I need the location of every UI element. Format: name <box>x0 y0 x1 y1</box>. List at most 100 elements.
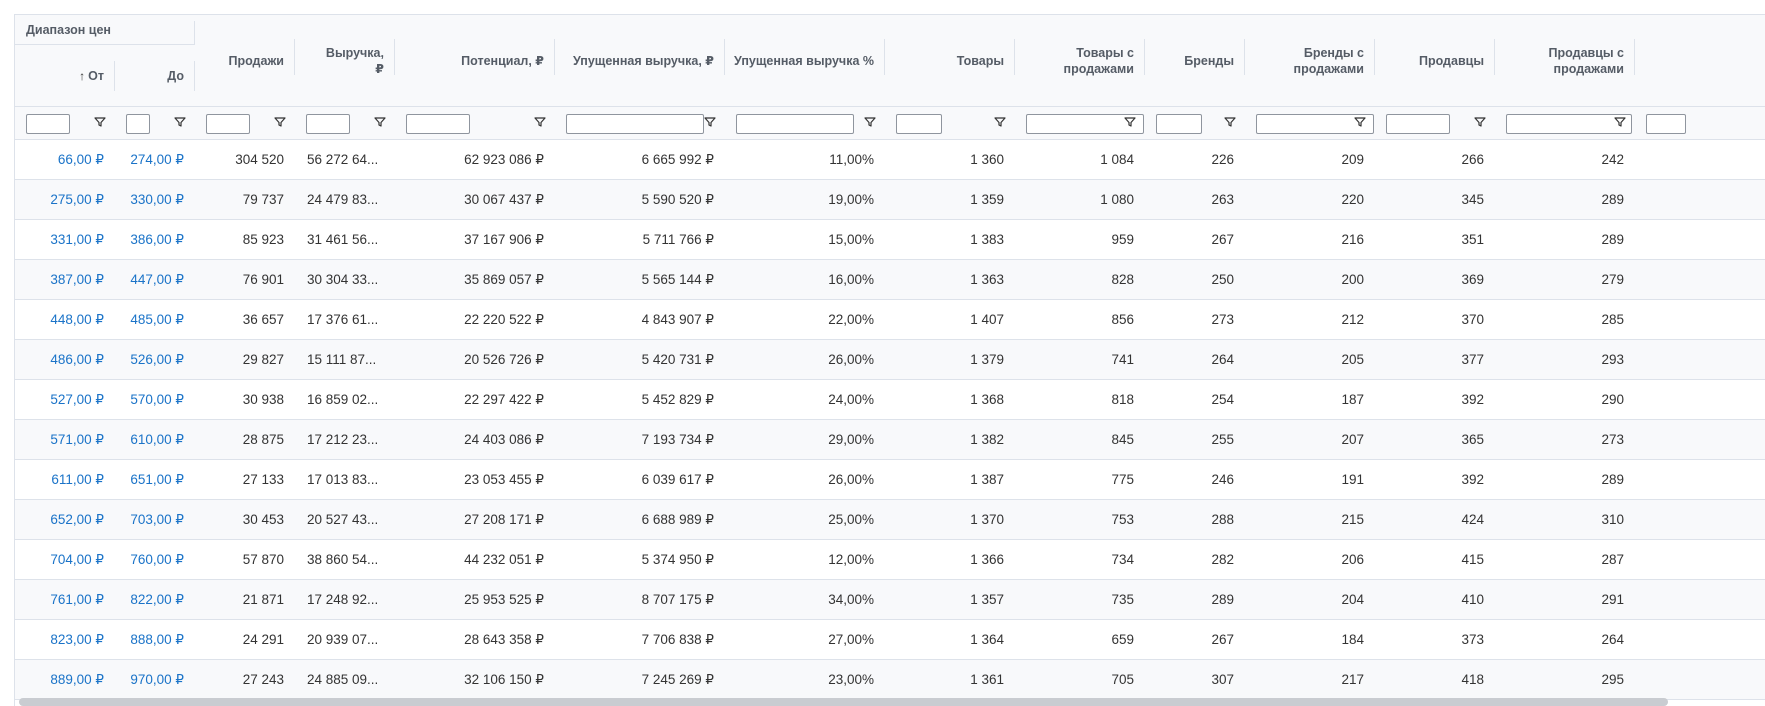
cell-from[interactable]: 66,00 ₽ <box>57 151 104 167</box>
cell-to[interactable]: 386,00 ₽ <box>130 231 184 247</box>
column-header-lost-revenue-percent[interactable]: Упущенная выручка % <box>725 15 885 107</box>
filter-funnel-icon[interactable] <box>1223 115 1237 129</box>
cell-to[interactable]: 610,00 ₽ <box>130 431 184 447</box>
cell-from[interactable]: 387,00 ₽ <box>50 271 104 287</box>
cell-to[interactable]: 447,00 ₽ <box>130 271 184 287</box>
cell-lost-revenue-percent: 15,00% <box>828 232 874 247</box>
cell-from[interactable]: 486,00 ₽ <box>50 351 104 367</box>
column-header-sellers-with-sales[interactable]: Продавцы с продажами <box>1495 15 1635 107</box>
group-header-label: Диапазон цен <box>26 22 111 37</box>
cell-to[interactable]: 570,00 ₽ <box>130 391 184 407</box>
table-row[interactable]: 448,00 ₽ 485,00 ₽ 36 657 17 376 61... 22 220… <box>15 300 1765 340</box>
cell-from[interactable]: 889,00 ₽ <box>50 671 104 687</box>
cell-lost-revenue-percent: 23,00% <box>828 672 874 687</box>
column-filter-input[interactable] <box>566 113 704 134</box>
column-header-sellers[interactable]: Продавцы <box>1375 15 1495 107</box>
cell-from[interactable]: 527,00 ₽ <box>50 391 104 407</box>
table-row[interactable]: 823,00 ₽ 888,00 ₽ 24 291 20 939 07... 28 643… <box>15 620 1765 660</box>
filter-funnel-icon[interactable] <box>1353 115 1367 129</box>
cell-sales: 30 453 <box>242 512 284 527</box>
column-filter-input[interactable] <box>896 113 942 134</box>
cell-sellers: 369 <box>1461 272 1484 287</box>
column-filter-input[interactable] <box>1156 113 1202 134</box>
cell-products-with-sales: 775 <box>1111 472 1134 487</box>
cell-sellers: 365 <box>1461 432 1484 447</box>
column-filter-input[interactable] <box>26 113 70 134</box>
filter-funnel-icon[interactable] <box>93 115 107 129</box>
column-header-lost-revenue[interactable]: Упущенная выручка, ₽ <box>555 15 725 107</box>
table-row[interactable]: 527,00 ₽ 570,00 ₽ 30 938 16 859 02... 22 297… <box>15 380 1765 420</box>
column-filter-input[interactable] <box>126 113 150 134</box>
filter-funnel-icon[interactable] <box>993 115 1007 129</box>
table-row[interactable]: 761,00 ₽ 822,00 ₽ 21 871 17 248 92... 25 953… <box>15 580 1765 620</box>
filter-funnel-icon[interactable] <box>863 115 877 129</box>
cell-potential: 25 953 525 ₽ <box>464 591 544 607</box>
table-row[interactable]: 486,00 ₽ 526,00 ₽ 29 827 15 111 87... 20 526… <box>15 340 1765 380</box>
cell-brands-with-sales: 184 <box>1341 632 1364 647</box>
table-row[interactable]: 889,00 ₽ 970,00 ₽ 27 243 24 885 09... 32 106… <box>15 660 1765 700</box>
cell-lost-revenue-percent: 22,00% <box>828 312 874 327</box>
table-row[interactable]: 66,00 ₽ 274,00 ₽ 304 520 56 272 64... 62 923… <box>15 140 1765 180</box>
column-header-products-with-sales[interactable]: Товары с продажами <box>1015 15 1145 107</box>
table-row[interactable]: 704,00 ₽ 760,00 ₽ 57 870 38 860 54... 44 232… <box>15 540 1765 580</box>
cell-to[interactable]: 485,00 ₽ <box>130 311 184 327</box>
cell-to[interactable]: 330,00 ₽ <box>130 191 184 207</box>
cell-from[interactable]: 331,00 ₽ <box>50 231 104 247</box>
column-filter-input[interactable] <box>1026 113 1144 134</box>
cell-sellers: 370 <box>1461 312 1484 327</box>
filter-funnel-icon[interactable] <box>173 115 187 129</box>
column-header-brands[interactable]: Бренды <box>1145 15 1245 107</box>
column-header-brands-with-sales[interactable]: Бренды с продажами <box>1245 15 1375 107</box>
cell-from[interactable]: 704,00 ₽ <box>50 551 104 567</box>
column-filter-input[interactable] <box>406 113 470 134</box>
table-row[interactable]: 611,00 ₽ 651,00 ₽ 27 133 17 013 83... 23 053… <box>15 460 1765 500</box>
table-row[interactable]: 275,00 ₽ 330,00 ₽ 79 737 24 479 83... 30 067… <box>15 180 1765 220</box>
cell-from[interactable]: 652,00 ₽ <box>50 511 104 527</box>
cell-brands-with-sales: 207 <box>1341 432 1364 447</box>
cell-to[interactable]: 703,00 ₽ <box>130 511 184 527</box>
horizontal-scrollbar[interactable] <box>19 698 1668 706</box>
table-row[interactable]: 387,00 ₽ 447,00 ₽ 76 901 30 304 33... 35 869… <box>15 260 1765 300</box>
cell-to[interactable]: 760,00 ₽ <box>130 551 184 567</box>
table-row[interactable]: 331,00 ₽ 386,00 ₽ 85 923 31 461 56... 37 167… <box>15 220 1765 260</box>
cell-from[interactable]: 275,00 ₽ <box>50 191 104 207</box>
column-filter-input[interactable] <box>306 113 350 134</box>
filter-funnel-icon[interactable] <box>703 115 717 129</box>
column-filter-input[interactable] <box>206 113 250 134</box>
cell-from[interactable]: 761,00 ₽ <box>50 591 104 607</box>
cell-sellers-with-sales: 289 <box>1601 192 1624 207</box>
cell-from[interactable]: 571,00 ₽ <box>50 431 104 447</box>
cell-from[interactable]: 823,00 ₽ <box>50 631 104 647</box>
filter-funnel-icon[interactable] <box>1613 115 1627 129</box>
column-header-from[interactable]: ↑ От <box>15 45 115 107</box>
cell-products-with-sales: 1 080 <box>1100 192 1134 207</box>
column-header-sales[interactable]: Продажи <box>195 15 295 107</box>
column-filter-input[interactable] <box>736 113 854 134</box>
filter-funnel-icon[interactable] <box>373 115 387 129</box>
cell-to[interactable]: 822,00 ₽ <box>130 591 184 607</box>
cell-sales: 24 291 <box>242 632 284 647</box>
cell-to[interactable]: 888,00 ₽ <box>130 631 184 647</box>
cell-sellers-with-sales: 289 <box>1601 472 1624 487</box>
filter-funnel-icon[interactable] <box>533 115 547 129</box>
filter-funnel-icon[interactable] <box>1123 115 1137 129</box>
cell-to[interactable]: 970,00 ₽ <box>130 671 184 687</box>
cell-from[interactable]: 611,00 ₽ <box>51 471 104 487</box>
column-header-potential[interactable]: Потенциал, ₽ <box>395 15 555 107</box>
cell-to[interactable]: 274,00 ₽ <box>130 151 184 167</box>
column-filter-input[interactable] <box>1256 113 1374 134</box>
table-row[interactable]: 652,00 ₽ 703,00 ₽ 30 453 20 527 43... 27 208… <box>15 500 1765 540</box>
filter-funnel-icon[interactable] <box>1473 115 1487 129</box>
column-filter-input[interactable] <box>1506 113 1632 134</box>
column-header-to[interactable]: До <box>115 45 195 107</box>
cell-to[interactable]: 526,00 ₽ <box>130 351 184 367</box>
table-row[interactable]: 571,00 ₽ 610,00 ₽ 28 875 17 212 23... 24 403… <box>15 420 1765 460</box>
cell-products: 1 359 <box>970 192 1004 207</box>
cell-from[interactable]: 448,00 ₽ <box>50 311 104 327</box>
cell-to[interactable]: 651,00 ₽ <box>130 471 184 487</box>
column-header-products[interactable]: Товары <box>885 15 1015 107</box>
column-filter-input[interactable] <box>1646 113 1686 134</box>
column-filter-input[interactable] <box>1386 113 1450 134</box>
column-header-revenue[interactable]: Выручка, ₽ <box>295 15 395 107</box>
filter-funnel-icon[interactable] <box>273 115 287 129</box>
